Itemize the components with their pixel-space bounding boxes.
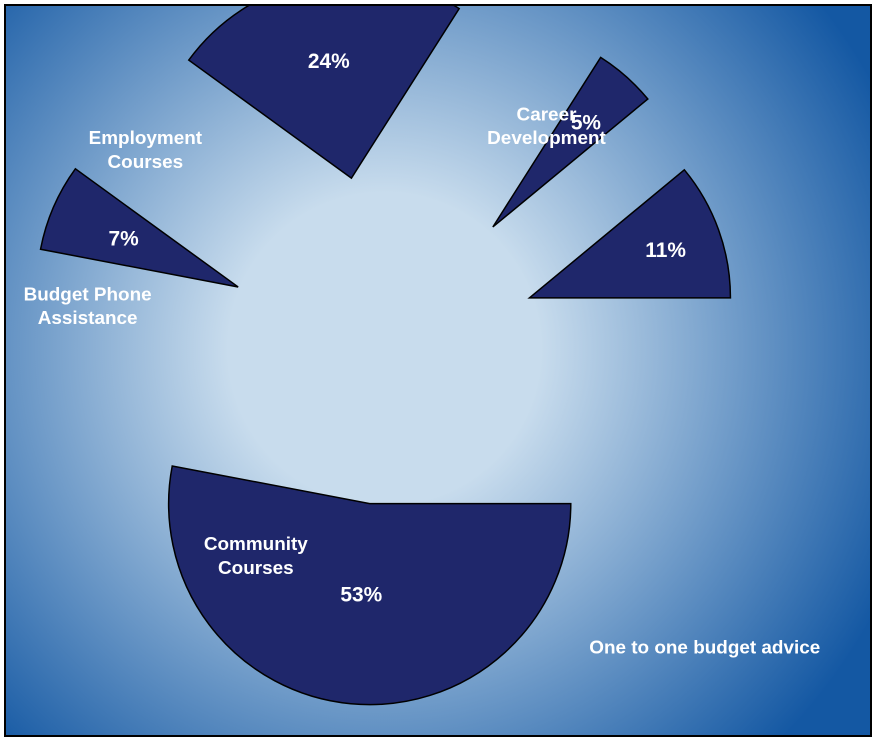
pie-slices — [39, 6, 732, 706]
slice-value-label: 53% — [340, 584, 382, 607]
chart-frame: 53% One to one budget advice 7% Community Co… — [4, 4, 872, 737]
pie-slice-4 — [492, 56, 649, 228]
pie-chart: 53% One to one budget advice 7% Community Co… — [6, 6, 870, 735]
slice-category-label: Budget Phone Assistance — [24, 284, 152, 329]
slice-category-label: Career Development — [487, 104, 606, 149]
pie-labels: 53% One to one budget advice 7% Community Co… — [24, 50, 821, 659]
slice-value-label: 24% — [308, 50, 350, 73]
slice-category-label: One to one budget advice — [589, 637, 820, 658]
slice-value-label: 7% — [109, 227, 140, 250]
slice-value-label: 11% — [645, 239, 686, 262]
pie-slice-2 — [39, 167, 239, 288]
pie-slice-3 — [187, 6, 461, 180]
pie-slice-5 — [527, 168, 732, 299]
slice-category-label: Community Courses — [204, 534, 308, 579]
slice-value-label: 5% — [571, 112, 602, 135]
slice-category-label: Employment Courses — [89, 128, 203, 173]
pie-slice-1 — [167, 465, 572, 706]
